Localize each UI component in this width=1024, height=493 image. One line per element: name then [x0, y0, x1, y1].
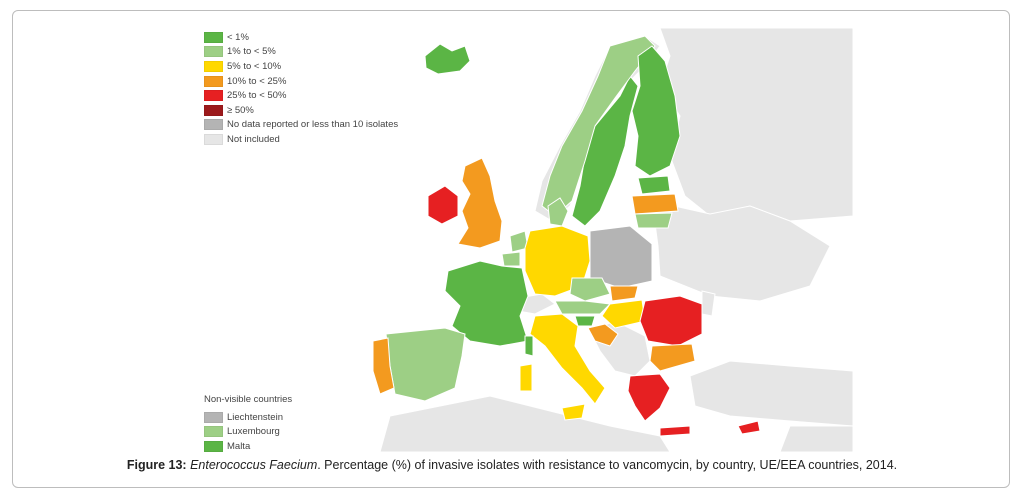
legend-label: 1% to < 5% [227, 46, 276, 58]
legend-swatch [204, 90, 223, 102]
legend-swatch [204, 133, 223, 145]
country-greece [627, 373, 671, 422]
country-sardinia [519, 363, 533, 392]
legend-item: 5% to < 10% [204, 59, 398, 74]
non-visible-title: Non-visible countries [204, 394, 293, 405]
region-north-africa [379, 395, 671, 452]
legend-swatch [204, 104, 223, 116]
country-denmark [547, 197, 569, 227]
legend-item: ≥ 50% [204, 103, 398, 118]
greek-islands [659, 425, 691, 437]
region-russia-north [659, 27, 853, 222]
country-croatia [587, 323, 619, 347]
legend-item: Liechtenstein [204, 410, 292, 425]
legend-item: < 1% [204, 30, 398, 45]
country-sicily [561, 403, 586, 421]
figure-species: Enterococcus Faecium [190, 458, 318, 472]
country-romania [639, 295, 703, 347]
legend-label: Luxembourg [227, 426, 280, 438]
legend-swatch [204, 75, 223, 87]
country-bulgaria [649, 343, 696, 372]
country-spain [385, 327, 466, 402]
non-visible-legend: Non-visible countries Liechtenstein Luxe… [204, 394, 292, 454]
legend-label: 5% to < 10% [227, 60, 282, 72]
legend-swatch [204, 426, 223, 438]
country-corsica [524, 335, 534, 357]
country-austria [554, 300, 612, 315]
country-latvia [631, 193, 679, 215]
legend-label: No data reported or less than 10 isolate… [227, 119, 399, 131]
country-cyprus [737, 420, 761, 435]
legend-item: Malta [204, 439, 292, 454]
country-italy [529, 313, 606, 405]
legend-item: 25% to < 50% [204, 88, 398, 103]
legend-label: Liechtenstein [227, 411, 283, 423]
figure-caption: Figure 13: Enterococcus Faecium. Percent… [0, 458, 1024, 472]
figure-label: Figure 13: [126, 458, 187, 472]
figure-caption-text: . Percentage (%) of invasive isolates wi… [317, 458, 898, 472]
map-legend: < 1% 1% to < 5% 5% to < 10% 10% to < 25%… [204, 30, 398, 147]
country-slovenia [574, 315, 596, 327]
map-svg [372, 27, 853, 452]
legend-label: 10% to < 25% [227, 75, 287, 87]
legend-swatch [204, 411, 223, 423]
legend-swatch [204, 46, 223, 58]
region-turkey [689, 360, 853, 427]
legend-item: Not included [204, 132, 398, 147]
legend-label: Not included [227, 133, 280, 145]
legend-swatch [204, 31, 223, 43]
europe-map [190, 16, 853, 452]
region-belarus-ukraine [651, 200, 831, 302]
legend-swatch [204, 60, 223, 72]
legend-item: 10% to < 25% [204, 74, 398, 89]
country-slovakia [609, 285, 639, 302]
legend-swatch [204, 119, 223, 131]
legend-item: No data reported or less than 10 isolate… [204, 118, 398, 133]
country-estonia [637, 175, 671, 195]
legend-item: Luxembourg [204, 425, 292, 440]
country-uk [457, 157, 503, 249]
legend-swatch [204, 440, 223, 452]
country-belgium [501, 251, 521, 267]
legend-label: ≥ 50% [227, 104, 254, 116]
legend-label: < 1% [227, 31, 249, 43]
country-hungary [601, 299, 646, 329]
country-portugal [372, 337, 395, 395]
region-near-east [779, 425, 853, 452]
region-moldova [701, 290, 716, 317]
legend-label: 25% to < 50% [227, 90, 287, 102]
legend-item: 1% to < 5% [204, 45, 398, 60]
country-finland [631, 45, 681, 177]
country-ireland [427, 185, 459, 225]
country-czech [569, 277, 611, 302]
legend-label: Malta [227, 440, 251, 452]
country-lithuania [634, 212, 673, 229]
country-iceland [424, 43, 471, 75]
